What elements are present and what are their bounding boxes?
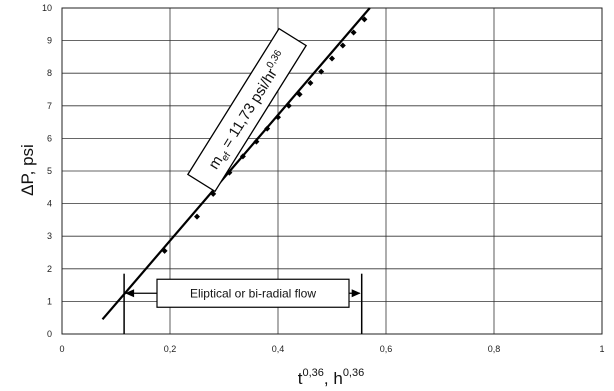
data-points [161,16,368,254]
fit-line-group [101,7,371,321]
x-tick-label: 0,2 [164,344,177,354]
y-tick-label: 9 [47,36,52,46]
x-axis-title: t0,36, h0,36 [298,367,364,388]
data-point [161,247,168,254]
x-tick-label: 1 [599,344,604,354]
data-point [194,213,200,220]
y-tick-label: 0 [47,329,52,339]
y-tick-label: 4 [47,199,52,209]
data-point [264,125,271,132]
flow-arrow-right-head [351,289,361,298]
data-point [350,29,357,36]
y-tick-label: 8 [47,68,52,78]
y-tick-label: 2 [47,264,52,274]
y-tick-label: 6 [47,133,52,143]
y-tick-label: 10 [42,3,52,13]
x-tick-label: 0,6 [380,344,393,354]
data-point [318,68,325,75]
flow-label: Eliptical or bi-radial flow [190,286,316,300]
y-tick-label: 7 [47,101,52,111]
tick-labels: 0 1 2 3 4 5 6 7 8 9 10 0 0,2 0,4 0,6 0,8 1 [42,3,605,354]
y-tick-label: 5 [47,166,52,176]
y-tick-label: 1 [47,296,52,306]
data-point [275,114,281,121]
data-point [339,42,346,49]
y-axis-title: ΔP, psi [18,144,37,196]
data-point [239,153,246,160]
data-point [307,79,314,86]
data-point [296,91,303,98]
data-point [361,16,368,23]
annotations: Eliptical or bi-radial flow mef = 11,73 p… [123,27,363,334]
flow-arrow-left-head [125,289,135,298]
slope-label-box [186,27,308,193]
slope-label-group: mef = 11,73 psi/hr0,36 [186,27,308,193]
x-tick-label: 0,8 [488,344,501,354]
data-point [329,55,335,62]
fit-line [101,7,371,321]
data-point [210,190,217,197]
y-tick-label: 3 [47,231,52,241]
plot-frame [61,7,603,335]
data-point [285,102,292,109]
x-tick-label: 0,4 [272,344,285,354]
flow-label-box [156,278,350,308]
x-tick-label: 0 [59,344,64,354]
data-point [253,138,260,145]
